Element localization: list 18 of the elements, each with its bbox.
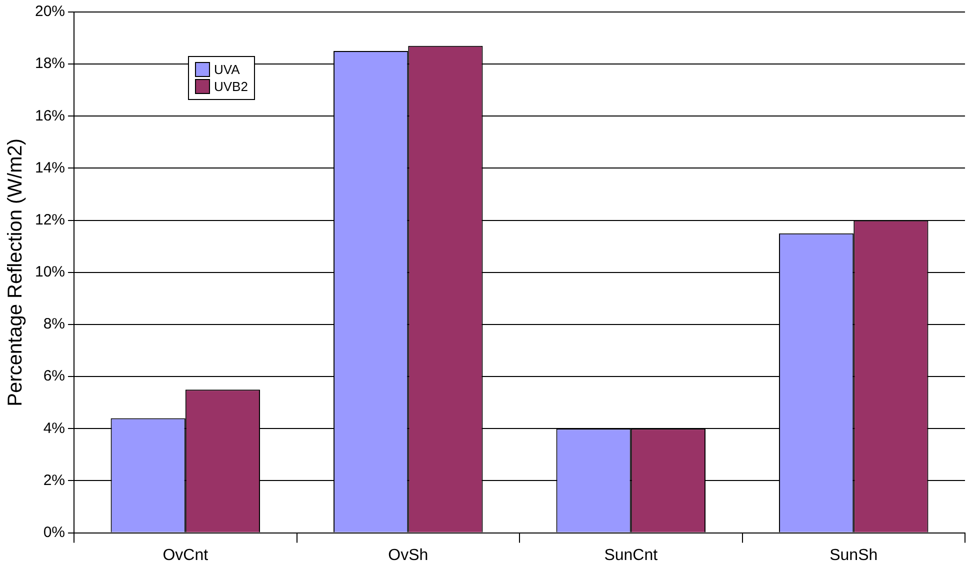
y-axis-title: Percentage Reflection (W/m2): [4, 138, 27, 406]
y-tick-label: 2%: [43, 472, 66, 489]
y-tick-label: 12%: [34, 211, 66, 228]
x-tick-label: OvCnt: [162, 546, 209, 564]
y-tick-label: 14%: [34, 159, 66, 176]
y-tick-label: 8%: [43, 316, 66, 333]
legend-label: UVA: [214, 62, 240, 77]
y-tick-label: 16%: [34, 107, 66, 124]
y-tick-label: 10%: [34, 264, 66, 281]
y-tick-label: 18%: [34, 55, 66, 72]
y-tick-label: 4%: [43, 420, 66, 437]
x-tick-label: SunCnt: [604, 546, 658, 564]
legend-label: UVB2: [214, 79, 248, 94]
x-tick-label: OvSh: [388, 546, 428, 564]
y-tick-label: 0%: [43, 524, 66, 541]
x-tick-label: SunSh: [830, 546, 878, 564]
y-tick-label: 20%: [34, 3, 66, 20]
y-tick-label: 6%: [43, 368, 66, 385]
